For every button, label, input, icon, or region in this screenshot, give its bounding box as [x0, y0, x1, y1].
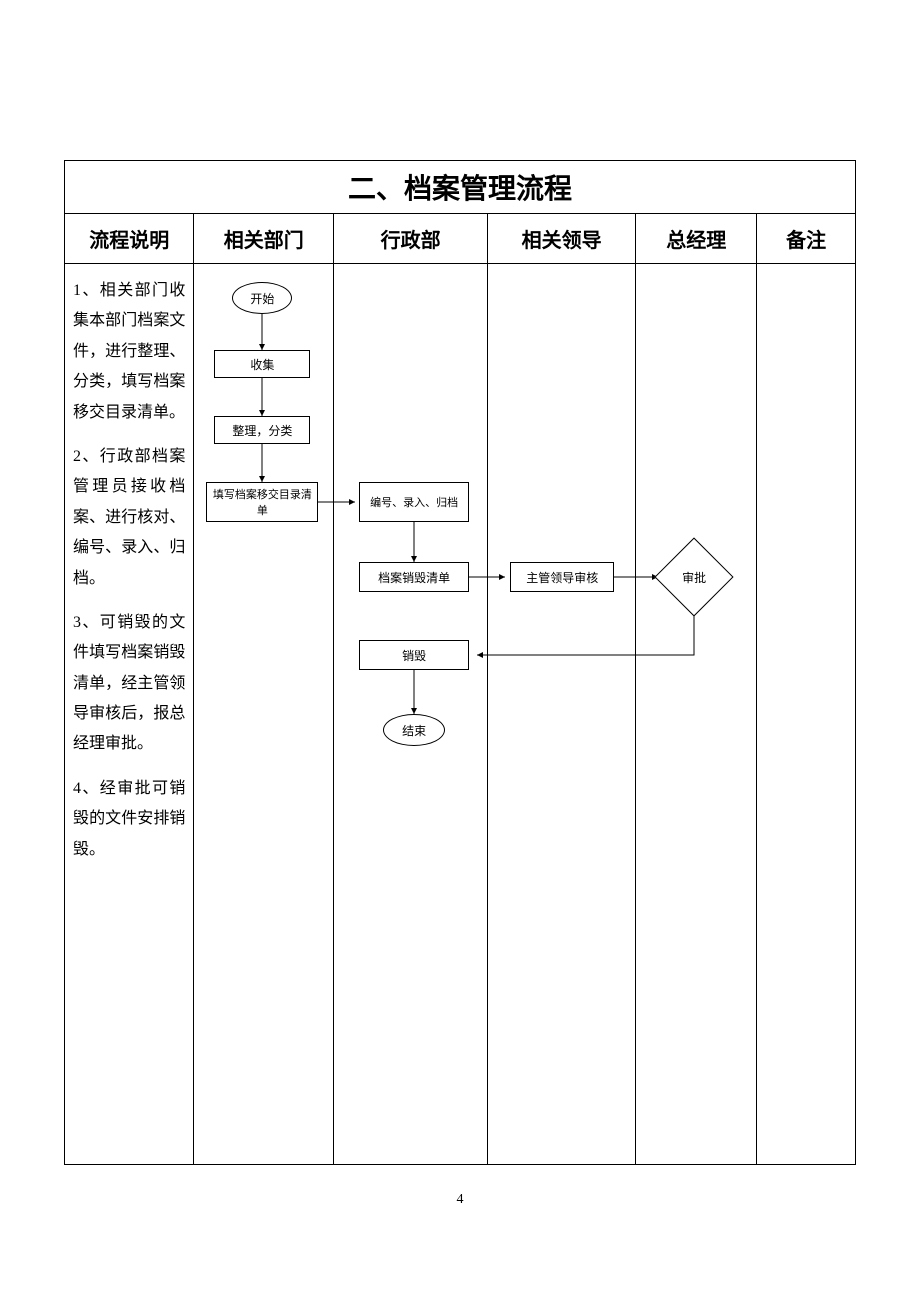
- table-title: 二、档案管理流程: [65, 161, 856, 214]
- desc-p3: 3、可销毁的文件填写档案销毁清单，经主管领导审核后，报总经理审批。: [73, 608, 185, 760]
- page-number: 4: [0, 1192, 920, 1208]
- col-header-desc: 流程说明: [65, 214, 194, 264]
- node-start: 开始: [232, 282, 292, 314]
- col-header-gm: 总经理: [636, 214, 757, 264]
- node-destroy: 销毁: [359, 640, 469, 670]
- flow-table: 二、档案管理流程 流程说明 相关部门 行政部 相关领导 总经理 备注 1、相关部…: [64, 160, 856, 1165]
- node-destroy-list: 档案销毁清单: [359, 562, 469, 592]
- arrows-leader: [488, 264, 635, 1164]
- lane-gm: 审批: [636, 264, 757, 1165]
- desc-p2: 2、行政部档案管理员接收档案、进行核对、编号、录入、归档。: [73, 442, 185, 594]
- title-row: 二、档案管理流程: [65, 161, 856, 214]
- node-approve-label: 审批: [666, 549, 722, 605]
- lane-note: [757, 264, 856, 1165]
- desc-cell: 1、相关部门收集本部门档案文件，进行整理、分类，填写档案移交目录清单。 2、行政…: [65, 264, 194, 1165]
- node-numbering: 编号、录入、归档: [359, 482, 469, 522]
- lane-dept: 开始 收集 整理，分类 填写档案移交目录清单: [194, 264, 334, 1165]
- header-row: 流程说明 相关部门 行政部 相关领导 总经理 备注: [65, 214, 856, 264]
- desc-p4: 4、经审批可销毁的文件安排销毁。: [73, 774, 185, 865]
- col-header-note: 备注: [757, 214, 856, 264]
- node-leader-review: 主管领导审核: [510, 562, 614, 592]
- col-header-leader: 相关领导: [488, 214, 636, 264]
- node-approve: 审批: [666, 549, 722, 605]
- node-end: 结束: [383, 714, 445, 746]
- arrows-gm: [636, 264, 756, 1164]
- col-header-dept: 相关部门: [194, 214, 334, 264]
- document-page: 二、档案管理流程 流程说明 相关部门 行政部 相关领导 总经理 备注 1、相关部…: [0, 0, 920, 1302]
- body-row: 1、相关部门收集本部门档案文件，进行整理、分类，填写档案移交目录清单。 2、行政…: [65, 264, 856, 1165]
- desc-p1: 1、相关部门收集本部门档案文件，进行整理、分类，填写档案移交目录清单。: [73, 276, 185, 428]
- arrows-dept: [194, 264, 333, 1164]
- lane-admin: 编号、录入、归档 档案销毁清单 销毁 结束: [334, 264, 488, 1165]
- lane-leader: 主管领导审核: [488, 264, 636, 1165]
- description-block: 1、相关部门收集本部门档案文件，进行整理、分类，填写档案移交目录清单。 2、行政…: [65, 264, 193, 887]
- node-sort: 整理，分类: [214, 416, 310, 444]
- col-header-admin: 行政部: [334, 214, 488, 264]
- node-fill-transfer: 填写档案移交目录清单: [206, 482, 318, 522]
- node-collect: 收集: [214, 350, 310, 378]
